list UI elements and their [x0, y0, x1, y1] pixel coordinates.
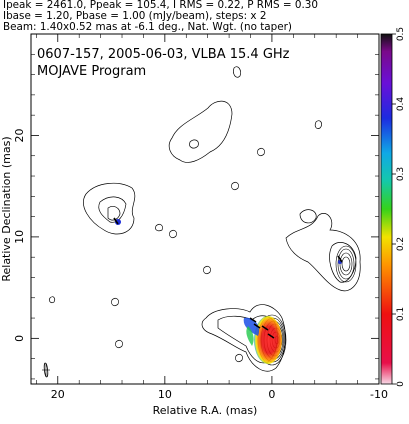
x-tick-label: 20 — [51, 388, 65, 401]
north-cloud-contour — [168, 100, 233, 163]
y-tick-label: 20 — [13, 128, 26, 142]
y-tick-label: 0 — [13, 335, 26, 342]
patch-contour-5 — [231, 182, 239, 190]
x-tick-label: -10 — [370, 388, 388, 401]
colorbar-tick-label: 0.3 — [396, 167, 406, 181]
jet-contours — [49, 66, 361, 372]
y-tick-label: 10 — [13, 230, 26, 244]
colorbar-ticks: 0 0.1 0.2 0.3 0.4 0.5 — [392, 27, 406, 387]
north-east-contour-1 — [83, 182, 136, 235]
patch-contour-6 — [155, 224, 163, 232]
jet-knot-contour-stack — [335, 245, 357, 283]
x-axis-ticks: 20 10 0 -10 — [36, 34, 388, 401]
source-label: 0607-157, 2005-06-03, VLBA 15.4 GHz — [37, 47, 290, 62]
header-base-line: Ibase = 1.20, Pbase = 1.00 (mJy/beam), s… — [3, 10, 267, 22]
header-peak-line: Ipeak = 2461.0, Ppeak = 105.4, I RMS = 0… — [3, 0, 319, 11]
core-outer-contour — [201, 304, 286, 372]
patch-contour-3 — [257, 148, 265, 156]
colorbar — [380, 33, 393, 385]
colorbar-tick-label: 0 — [396, 381, 406, 387]
program-label: MOJAVE Program — [37, 64, 146, 79]
y-axis-label: Relative Declination (mas) — [0, 136, 13, 281]
y-axis-ticks: 0 10 20 — [13, 33, 379, 380]
x-tick-label: 0 — [268, 388, 275, 401]
beam-ellipse — [42, 362, 50, 378]
colorbar-tick-label: 0.2 — [396, 237, 406, 251]
colorbar-tick-label: 0.1 — [396, 307, 406, 321]
evpa-vectors — [113, 217, 343, 339]
patch-contour-7 — [203, 266, 211, 274]
colorbar-tick-label: 0.4 — [396, 97, 406, 112]
patch-contour-11 — [169, 230, 177, 238]
core-polarization-fill — [254, 316, 282, 364]
patch-contour-9 — [49, 296, 55, 303]
patch-contour-10 — [115, 340, 123, 348]
core-polarization-edge — [246, 326, 254, 346]
patch-contour-8 — [111, 298, 119, 306]
plot-frame — [30, 33, 380, 385]
patch-contour-1 — [233, 66, 241, 78]
north-east-contour-3 — [107, 206, 121, 221]
patch-contour-2 — [299, 209, 317, 224]
patch-contour-4 — [314, 120, 322, 129]
x-tick-label: 10 — [158, 388, 172, 401]
x-axis-label: Relative R.A. (mas) — [153, 404, 258, 417]
north-cloud-contour-small — [189, 139, 199, 149]
patch-contour-12 — [235, 354, 243, 362]
header-beam-line: Beam: 1.40x0.52 mas at -6.1 deg., Nat. W… — [3, 21, 292, 33]
north-east-contour-2 — [98, 196, 127, 223]
colorbar-tick-label: 0.5 — [396, 27, 406, 41]
jet-knot-outer-contour — [285, 213, 361, 292]
